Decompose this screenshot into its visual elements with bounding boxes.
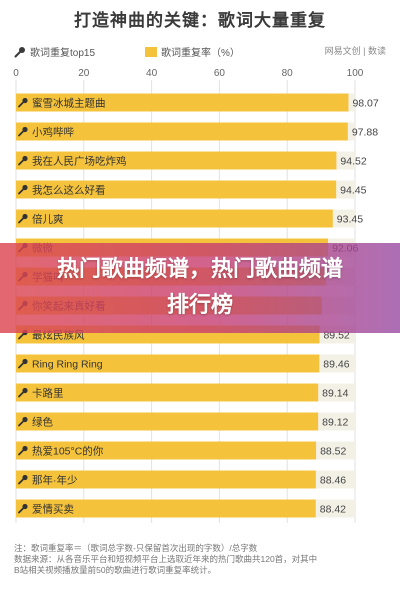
footnote-line-1: 注：歌词重复率＝（歌词总字数-只保留首次出现的字数）/总字数	[14, 543, 258, 553]
data-label: 93.45	[337, 214, 363, 226]
legend-left: 歌词重复top15	[14, 44, 95, 59]
bar	[16, 180, 337, 199]
legend-right-label: 歌词重复率（%）	[161, 48, 240, 59]
data-label: 94.52	[340, 156, 366, 168]
category-label: 我怎么这么好看	[32, 184, 106, 197]
data-label: 89.46	[323, 359, 349, 371]
bar	[16, 151, 337, 170]
legend-right: 歌词重复率（%）	[145, 44, 240, 59]
microphone-icon	[18, 358, 28, 369]
microphone-icon	[18, 474, 28, 485]
data-label: 88.46	[320, 475, 346, 487]
data-label: 94.45	[340, 185, 366, 197]
data-label: 97.88	[352, 127, 378, 139]
watermark: 网易文创 | 数读	[324, 46, 386, 56]
footnote-line-3: B站相关视频播放量前50的歌曲进行歌词重复率统计。	[14, 565, 217, 575]
microphone-icon	[18, 155, 28, 166]
data-label: 89.14	[322, 388, 348, 400]
legend: 歌词重复top15 歌词重复率（%） 网易文创 | 数读	[14, 44, 386, 60]
data-label: 98.07	[352, 98, 378, 110]
data-label: 88.42	[320, 504, 346, 516]
data-label: 88.52	[320, 446, 346, 458]
microphone-icon	[18, 503, 28, 514]
bar	[16, 209, 333, 228]
category-label: 热爱105°C的你	[32, 445, 104, 458]
footnote: 注：歌词重复率＝（歌词总字数-只保留首次出现的字数）/总字数 数据来源：从各音乐…	[14, 543, 386, 576]
legend-swatch	[145, 46, 157, 57]
bar	[16, 441, 317, 460]
bar	[16, 499, 316, 518]
page-title: 打造神曲的关键：歌词大量重复	[74, 11, 326, 30]
x-tick-label: 20	[78, 68, 90, 79]
microphone-icon	[18, 416, 28, 427]
legend-left-label: 歌词重复top15	[30, 48, 96, 59]
x-tick-label: 100	[347, 68, 364, 79]
bar	[16, 122, 348, 141]
x-tick-label: 80	[282, 68, 294, 79]
bar	[16, 470, 316, 489]
bar	[16, 412, 319, 431]
bar	[16, 354, 320, 373]
category-label: 小鸡哔哔	[32, 126, 74, 139]
x-tick-label: 0	[13, 68, 19, 79]
bar	[16, 383, 319, 402]
category-label: 爱情买卖	[32, 503, 74, 516]
category-label: 倍儿爽	[32, 213, 64, 226]
category-label: 卡路里	[32, 387, 64, 400]
category-label: 蜜雪冰城主题曲	[32, 97, 106, 110]
microphone-icon	[14, 46, 26, 58]
banner-text: 热门歌曲频谱，热门歌曲频谱排行榜	[56, 256, 343, 317]
microphone-icon	[18, 126, 28, 137]
microphone-icon	[18, 97, 28, 108]
data-label: 89.12	[322, 417, 348, 429]
category-label: 绿色	[32, 416, 53, 429]
microphone-icon	[18, 387, 28, 398]
microphone-icon	[18, 213, 28, 224]
x-tick-label: 60	[214, 68, 226, 79]
category-label: Ring Ring Ring	[32, 359, 103, 371]
overlay-banner: 热门歌曲频谱，热门歌曲频谱排行榜	[0, 243, 400, 333]
microphone-icon	[18, 445, 28, 456]
category-label: 我在人民广场吃炸鸡	[32, 155, 127, 168]
microphone-icon	[18, 184, 28, 195]
category-label: 那年·年少	[32, 474, 78, 487]
x-tick-label: 40	[146, 68, 158, 79]
bar	[16, 93, 349, 112]
footnote-line-2: 数据来源：从各音乐平台和短视频平台上选取近年来的热门歌曲共120首，对其中	[14, 554, 318, 564]
